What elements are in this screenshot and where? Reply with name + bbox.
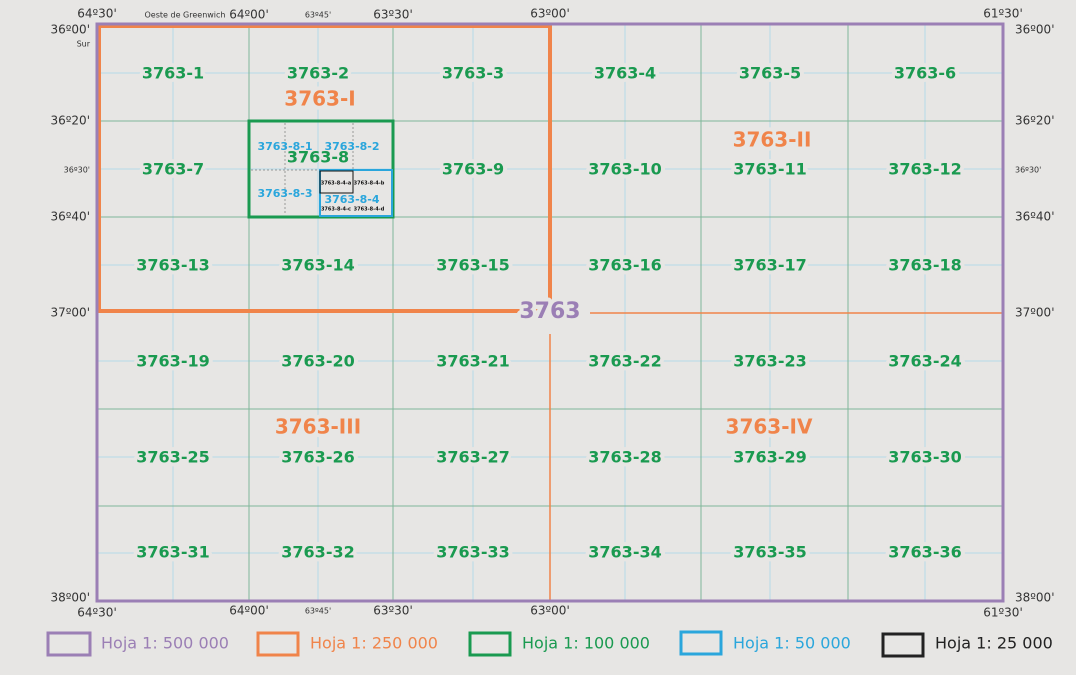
latitude-label: 36º20' [51,114,91,128]
sheet-100k: 3763-27 [436,448,509,467]
sheet-100k: 3763-18 [888,256,961,275]
sheet-100k: 3763-23 [733,352,806,371]
sheet-100k: 3763-28 [588,448,661,467]
sheet-100k: 3763-4 [594,64,656,83]
longitude-label: 63º00' [530,7,570,21]
legend-label: Hoja 1: 100 000 [522,634,650,653]
sheet-100k: 3763-12 [888,160,961,179]
sheet-100k: 3763-21 [436,352,509,371]
longitude-label: 63º45' [305,607,331,616]
latitude-label: Sur [77,40,91,49]
sheet-25k: 3763-8-4-c [321,207,351,213]
longitude-label: 63º45' [305,11,331,20]
longitude-label: 64º00' [229,8,269,22]
legend-label: Hoja 1: 50 000 [733,634,851,653]
sheet-100k: 3763-5 [739,64,801,83]
latitude-label: 37º00' [1015,306,1055,320]
sheet-100k: 3763-7 [142,160,204,179]
sheet-100k: 3763-3 [442,64,504,83]
sheet-100k: 3763-2 [287,64,349,83]
sheet-100k: 3763-8 [287,148,349,167]
latitude-label: 36º30' [64,166,90,175]
sheet-100k: 3763-14 [281,256,354,275]
latitude-label: 38º00' [1015,591,1055,605]
latitude-label: 36º40' [51,210,91,224]
latitude-label: 36º20' [1015,114,1055,128]
sheet-100k: 3763-32 [281,543,354,562]
sheet-100k: 3763-10 [588,160,661,179]
legend-label: Hoja 1: 25 000 [935,634,1053,653]
sheet-100k: 3763-24 [888,352,961,371]
longitude-label: 63º30' [373,8,413,22]
sheet-50k: 3763-8-3 [257,187,312,200]
longitude-label: 64º00' [229,604,269,618]
latitude-label: 36º40' [1015,210,1055,224]
latitude-label: 38º00' [51,591,91,605]
sheet-25k: 3763-8-4-d [354,207,385,213]
sheet-25k: 3763-8-4-a [321,181,351,187]
longitude-label: 64º30' [77,7,117,21]
sheet-500k: 3763 [519,299,580,324]
legend-label: Hoja 1: 500 000 [101,634,229,653]
legend-label: Hoja 1: 250 000 [310,634,438,653]
sheet-100k: 3763-9 [442,160,504,179]
sheet-100k: 3763-36 [888,543,961,562]
longitude-label: 63º00' [530,604,570,618]
sheet-50k: 3763-8-2 [324,140,379,153]
sheet-100k: 3763-25 [136,448,209,467]
sheet-100k: 3763-16 [588,256,661,275]
latitude-label: 37º00' [51,306,91,320]
grid [95,22,1005,603]
sheet-250k: 3763-IV [726,415,813,439]
longitude-label: 63º30' [373,604,413,618]
latitude-label: 36º00' [51,23,91,37]
sheet-100k: 3763-19 [136,352,209,371]
sheet-25k: 3763-8-4-b [354,181,385,187]
longitude-label: 61º30' [983,606,1023,620]
latitude-label: 36º00' [1015,23,1055,37]
sheet-50k: 3763-8-1 [257,140,312,153]
sheet-100k: 3763-13 [136,256,209,275]
sheet-250k: 3763-II [733,128,812,152]
sheet-100k: 3763-1 [142,64,204,83]
latitude-label: 36º30' [1015,166,1041,175]
sheet-100k: 3763-17 [733,256,806,275]
sheet-100k: 3763-30 [888,448,961,467]
sheet-100k: 3763-34 [588,543,661,562]
longitude-label: 61º30' [983,7,1023,21]
longitude-label: Oeste de Greenwich [145,11,226,20]
sheet-100k: 3763-31 [136,543,209,562]
sheet-100k: 3763-22 [588,352,661,371]
sheet-100k: 3763-33 [436,543,509,562]
sheet-100k: 3763-20 [281,352,354,371]
sheet-50k: 3763-8-4 [324,193,379,206]
sheet-250k: 3763-I [284,87,355,111]
sheet-100k: 3763-26 [281,448,354,467]
sheet-250k: 3763-III [275,415,361,439]
sheet-100k: 3763-35 [733,543,806,562]
legend-boxes [46,630,925,658]
sheet-100k: 3763-11 [733,160,806,179]
sheet-100k: 3763-29 [733,448,806,467]
longitude-label: 64º30' [77,606,117,620]
sheet-100k: 3763-6 [894,64,956,83]
sheet-100k: 3763-15 [436,256,509,275]
